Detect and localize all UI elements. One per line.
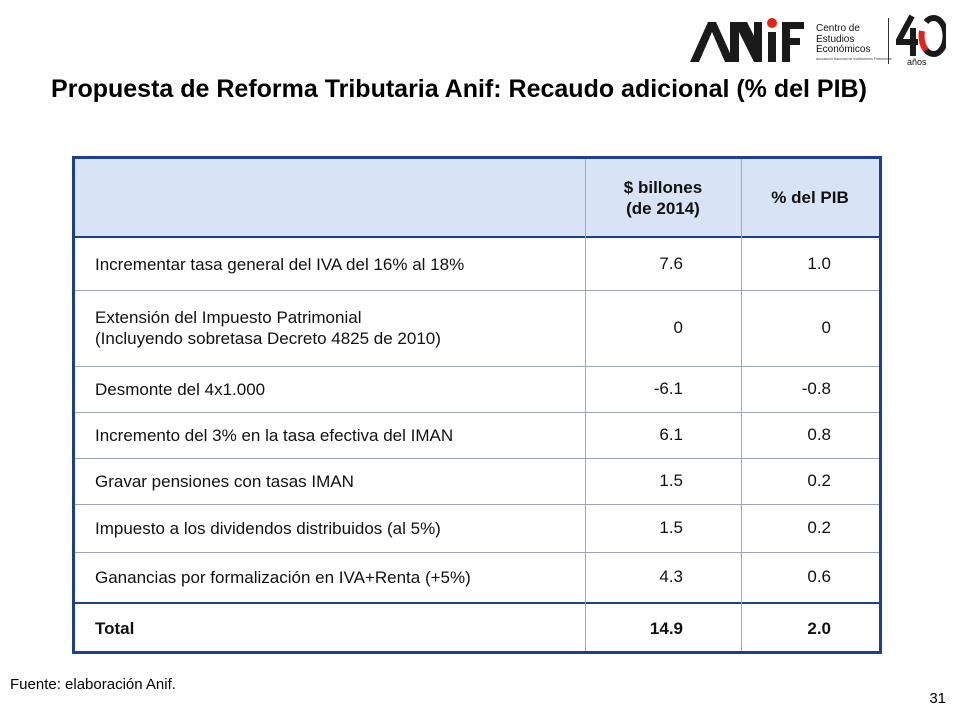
table-row: Ganancias por formalización en IVA+Renta… xyxy=(75,552,879,603)
row-label: Extensión del Impuesto Patrimonial (Incl… xyxy=(95,308,441,348)
anif-wordmark-icon xyxy=(690,18,804,62)
row-pib: 1.0 xyxy=(807,254,831,273)
row-pib: -0.8 xyxy=(801,379,831,398)
source-note: Fuente: elaboración Anif. xyxy=(10,676,176,693)
logo-divider xyxy=(888,18,889,64)
total-billones: 14.9 xyxy=(649,618,683,638)
logo-caption: Centro de Estudios Económicos xyxy=(816,23,871,55)
row-pib: 0.2 xyxy=(807,471,831,490)
row-billones: 4.3 xyxy=(659,567,683,586)
header-cell-concept xyxy=(75,159,585,236)
row-pib: 0 xyxy=(821,318,831,337)
row-label: Ganancias por formalización en IVA+Renta… xyxy=(95,567,471,587)
table-row: Gravar pensiones con tasas IMAN 1.5 0.2 xyxy=(75,458,879,505)
row-label: Gravar pensiones con tasas IMAN xyxy=(95,471,354,491)
anniversary-40-icon xyxy=(896,14,946,57)
table-row: Impuesto a los dividendos distribuidos (… xyxy=(75,504,879,553)
table-total-row: Total 14.9 2.0 xyxy=(75,602,879,653)
row-pib: 0.6 xyxy=(807,567,831,586)
row-billones: -6.1 xyxy=(653,379,683,398)
page-number: 31 xyxy=(929,690,946,707)
row-pib: 0.8 xyxy=(807,425,831,444)
header-cell-pib: % del PIB xyxy=(771,188,849,207)
table-row: Extensión del Impuesto Patrimonial (Incl… xyxy=(75,290,879,367)
row-billones: 6.1 xyxy=(659,425,683,444)
anif-logo: Centro de Estudios Económicos Asociación… xyxy=(688,4,958,68)
row-billones: 1.5 xyxy=(659,471,683,490)
tax-reform-table: $ billones (de 2014) % del PIB Increment… xyxy=(72,156,882,654)
anniversary-label: años xyxy=(907,57,927,67)
row-label: Impuesto a los dividendos distribuidos (… xyxy=(95,518,441,538)
row-pib: 0.2 xyxy=(807,518,831,537)
row-label: Incrementar tasa general del IVA del 16%… xyxy=(95,254,465,274)
table-row: Desmonte del 4x1.000 -6.1 -0.8 xyxy=(75,366,879,413)
row-label: Incremento del 3% en la tasa efectiva de… xyxy=(95,425,454,445)
header-cell-billones: $ billones (de 2014) xyxy=(623,177,703,218)
row-billones: 7.6 xyxy=(659,254,683,273)
slide-title: Propuesta de Reforma Tributaria Anif: Re… xyxy=(51,75,867,103)
row-billones: 0 xyxy=(673,318,683,337)
table-row: Incrementar tasa general del IVA del 16%… xyxy=(75,238,879,291)
row-billones: 1.5 xyxy=(659,518,683,537)
logo-subtitle: Asociación Nacional de Instituciones Fin… xyxy=(816,57,892,61)
row-label: Desmonte del 4x1.000 xyxy=(95,379,266,399)
column-divider xyxy=(585,159,586,651)
total-label: Total xyxy=(95,619,135,638)
total-pib: 2.0 xyxy=(807,618,831,638)
table-header-row: $ billones (de 2014) % del PIB xyxy=(75,159,879,238)
column-divider xyxy=(741,159,742,651)
table-row: Incremento del 3% en la tasa efectiva de… xyxy=(75,412,879,459)
